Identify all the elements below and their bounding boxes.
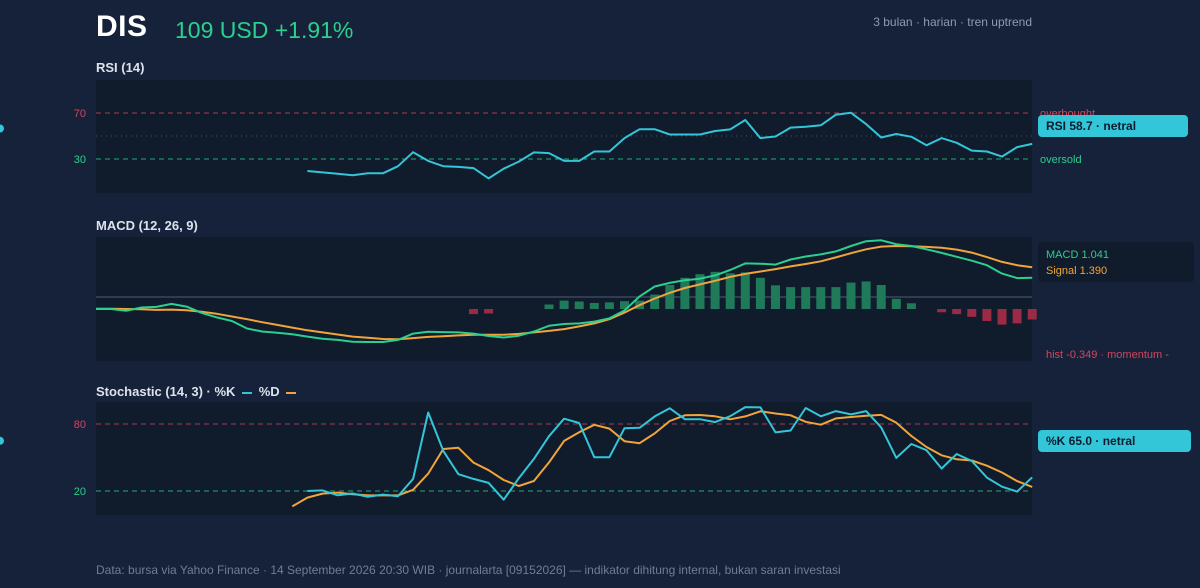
macd-histogram-bar bbox=[665, 285, 675, 309]
ticker-symbol: DIS bbox=[96, 10, 148, 43]
macd-histogram-bar bbox=[786, 287, 796, 309]
stoch-d-legend-swatch bbox=[286, 391, 297, 394]
hist-value-label: hist -0.349 · momentum - bbox=[1046, 349, 1169, 361]
stoch-title-text: Stochastic (14, 3) · %K bbox=[96, 384, 236, 399]
macd-value-label: MACD 1.041 bbox=[1046, 249, 1109, 261]
macd-histogram-bar bbox=[469, 309, 478, 315]
macd-panel-title: MACD (12, 26, 9) bbox=[96, 218, 198, 233]
macd-histogram-bar bbox=[604, 302, 614, 309]
stoch-d-line bbox=[291, 410, 1033, 508]
macd-histogram-bar bbox=[484, 309, 494, 314]
macd-histogram-bar bbox=[589, 303, 599, 309]
signal-line bbox=[96, 245, 1033, 341]
macd-histogram-bar bbox=[725, 273, 735, 309]
macd-histogram-bar bbox=[771, 285, 780, 309]
price-change: 109 USD +1.91% bbox=[175, 17, 354, 43]
macd-histogram-bar bbox=[861, 281, 871, 309]
stoch-pill-text: %K 65.0 · netral bbox=[1046, 434, 1135, 448]
macd-histogram-bar bbox=[650, 294, 660, 309]
stoch-last-point bbox=[0, 436, 4, 445]
rsi-oversold-label: oversold bbox=[1040, 154, 1082, 166]
macd-histogram-bar bbox=[559, 300, 569, 309]
macd-histogram-bar bbox=[695, 274, 705, 309]
stoch-tick-80: 80 bbox=[74, 419, 86, 431]
chart-meta: 3 bulan · harian · tren uptrend bbox=[873, 15, 1032, 29]
macd-histogram-bar bbox=[997, 309, 1007, 325]
macd-histogram-bar bbox=[876, 285, 886, 309]
macd-histogram bbox=[469, 271, 1037, 325]
macd-histogram-bar bbox=[680, 277, 690, 309]
rsi-pill-text: RSI 58.7 · netral bbox=[1046, 119, 1136, 133]
macd-histogram-bar bbox=[816, 287, 826, 309]
rsi-pill bbox=[1038, 115, 1188, 137]
stoch-k-legend-swatch bbox=[242, 391, 253, 394]
stoch-k-line bbox=[307, 406, 1033, 501]
macd-histogram-bar bbox=[967, 309, 977, 317]
macd-histogram-bar bbox=[710, 271, 720, 309]
rsi-panel-title: RSI (14) bbox=[96, 60, 145, 75]
footer-source: Data: bursa via Yahoo Finance · 14 Septe… bbox=[96, 563, 841, 577]
stoch-pill bbox=[1038, 430, 1191, 452]
macd-histogram-bar bbox=[620, 301, 629, 309]
macd-histogram-bar bbox=[952, 309, 962, 315]
rsi-line bbox=[307, 111, 1033, 180]
macd-legend-box bbox=[1038, 242, 1194, 282]
macd-histogram-bar bbox=[755, 277, 765, 309]
macd-histogram-bar bbox=[831, 287, 841, 309]
macd-histogram-bar bbox=[937, 309, 947, 313]
stoch-d-legend-label: %D bbox=[258, 384, 280, 399]
signal-value-label: Signal 1.390 bbox=[1046, 265, 1107, 277]
macd-histogram-bar bbox=[1012, 309, 1022, 324]
macd-histogram-bar bbox=[906, 303, 916, 309]
macd-histogram-bar bbox=[574, 301, 584, 309]
stoch-panel-title: Stochastic (14, 3) · %K %D bbox=[96, 384, 297, 399]
macd-histogram-bar bbox=[891, 298, 901, 309]
macd-histogram-bar bbox=[1027, 309, 1037, 320]
rsi-tick-70: 70 bbox=[74, 108, 86, 120]
rsi-tick-30: 30 bbox=[74, 154, 86, 166]
macd-panel-bg bbox=[96, 237, 1032, 361]
macd-histogram-bar bbox=[982, 309, 992, 321]
macd-line bbox=[96, 239, 1033, 343]
macd-histogram-bar bbox=[740, 272, 750, 309]
stoch-tick-20: 20 bbox=[74, 486, 86, 498]
macd-histogram-bar bbox=[544, 304, 554, 309]
macd-histogram-bar bbox=[846, 282, 856, 309]
rsi-last-point bbox=[0, 124, 4, 133]
macd-histogram-bar bbox=[801, 287, 811, 309]
